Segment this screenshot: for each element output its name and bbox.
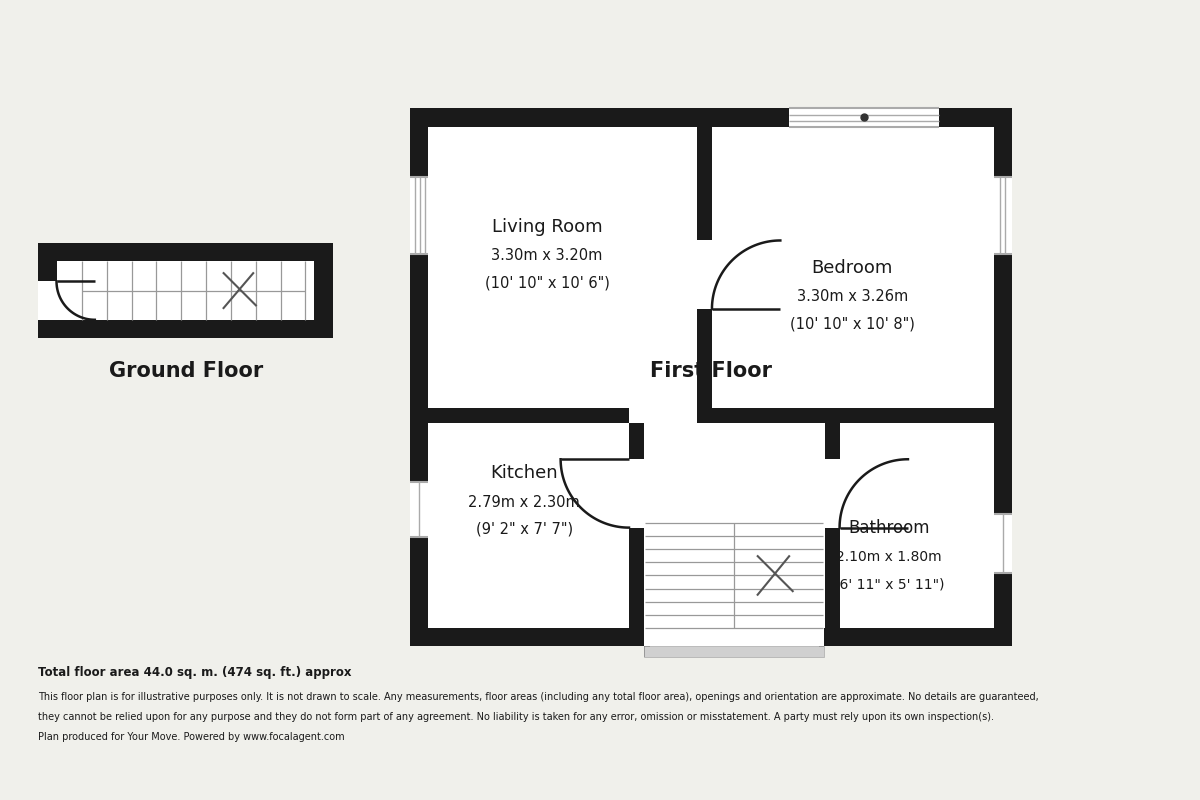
Bar: [712, 408, 994, 422]
Text: 3.30m x 3.20m: 3.30m x 3.20m: [491, 249, 602, 263]
Bar: [788, 108, 938, 126]
Text: Kitchen: Kitchen: [491, 464, 558, 482]
Bar: [38, 243, 56, 338]
Bar: [410, 108, 1012, 646]
Text: Bedroom: Bedroom: [811, 259, 893, 277]
Text: (10' 10" x 10' 6"): (10' 10" x 10' 6"): [485, 276, 610, 291]
Bar: [994, 177, 1012, 254]
Text: Living Room: Living Room: [492, 218, 602, 236]
Bar: [824, 422, 840, 628]
Bar: [410, 408, 629, 422]
Bar: [629, 459, 644, 528]
Bar: [410, 177, 428, 254]
Bar: [629, 422, 643, 628]
Text: 2.79m x 2.30m: 2.79m x 2.30m: [468, 494, 580, 510]
Bar: [314, 243, 332, 338]
Bar: [410, 108, 1012, 126]
Bar: [994, 108, 1012, 646]
Bar: [410, 482, 428, 537]
Bar: [650, 646, 818, 657]
Text: Total floor area 44.0 sq. m. (474 sq. ft.) approx: Total floor area 44.0 sq. m. (474 sq. ft…: [38, 666, 352, 679]
Bar: [644, 626, 824, 646]
Text: they cannot be relied upon for any purpose and they do not form part of any agre: they cannot be relied upon for any purpo…: [38, 712, 995, 722]
Bar: [697, 126, 712, 422]
Bar: [38, 282, 58, 320]
Text: Ground Floor: Ground Floor: [109, 361, 263, 381]
Text: 3.30m x 3.26m: 3.30m x 3.26m: [797, 290, 908, 305]
Bar: [644, 646, 824, 657]
Bar: [410, 628, 1012, 646]
Text: Bathroom: Bathroom: [848, 518, 930, 537]
Bar: [38, 243, 332, 262]
Bar: [410, 108, 428, 646]
Bar: [38, 320, 332, 338]
Text: Plan produced for Your Move. Powered by www.focalagent.com: Plan produced for Your Move. Powered by …: [38, 732, 344, 742]
Text: (6' 11" x 5' 11"): (6' 11" x 5' 11"): [834, 577, 944, 591]
Text: 2.10m x 1.80m: 2.10m x 1.80m: [836, 550, 942, 564]
Text: This floor plan is for illustrative purposes only. It is not drawn to scale. Any: This floor plan is for illustrative purp…: [38, 692, 1039, 702]
Bar: [644, 646, 824, 657]
Bar: [697, 241, 713, 309]
Bar: [38, 243, 332, 338]
Text: First Floor: First Floor: [650, 361, 772, 381]
Bar: [824, 459, 840, 528]
Bar: [994, 514, 1012, 574]
Text: (10' 10" x 10' 8"): (10' 10" x 10' 8"): [790, 317, 914, 332]
Text: (9' 2" x 7' 7"): (9' 2" x 7' 7"): [475, 522, 572, 537]
Bar: [646, 523, 823, 628]
